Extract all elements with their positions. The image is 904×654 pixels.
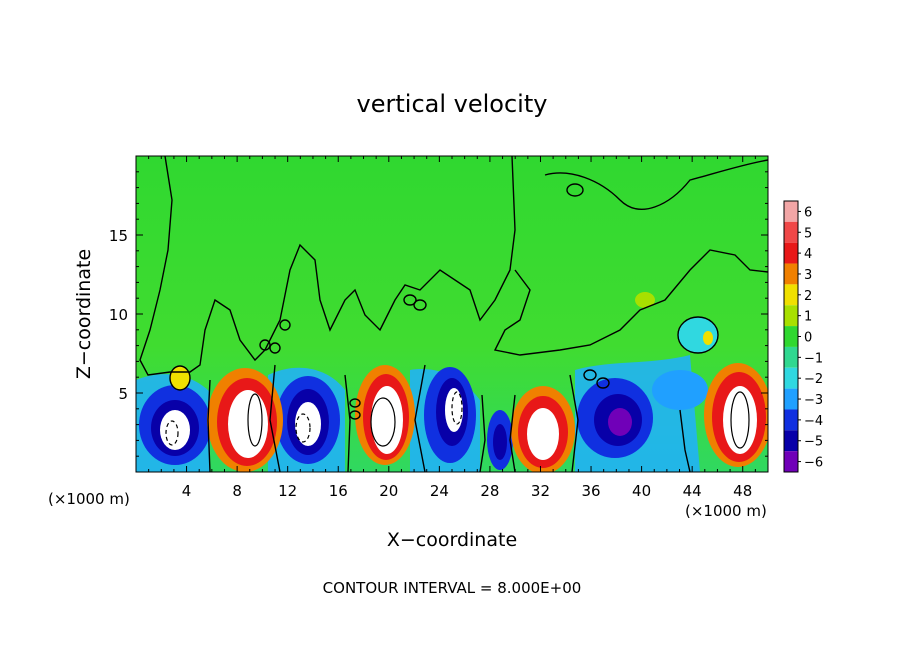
downdraft-core <box>493 424 507 460</box>
x-axis-title: X−coordinate <box>387 529 517 551</box>
zero-contour <box>139 156 516 376</box>
contour-lines <box>139 156 768 472</box>
colorbar-swatch <box>784 263 798 285</box>
colorbar-swatch <box>784 221 798 243</box>
colorbar: 6 5 4 3 2 1 0 −1 −2 −3 −4 −5 −6 <box>783 200 823 473</box>
downdraft-core <box>608 408 632 436</box>
colorbar-swatch <box>784 409 798 431</box>
zero-contour <box>479 394 486 472</box>
x-tick-label: 12 <box>278 482 297 500</box>
zero-contour <box>349 410 361 420</box>
updraft-core <box>723 386 757 454</box>
x-unit-label-right: (×1000 m) <box>685 502 767 520</box>
x-tick-label: 32 <box>531 482 550 500</box>
updraft-core <box>527 408 559 460</box>
negative-contour <box>295 413 311 443</box>
colorbar-label: 4 <box>804 247 812 262</box>
downdraft-core <box>445 388 463 432</box>
colorbar-label: −3 <box>804 393 823 408</box>
colorbar-label: −1 <box>804 351 823 366</box>
x-axis: 4 8 12 16 20 24 28 32 36 40 44 48 <box>148 156 756 500</box>
zero-contour <box>207 379 211 472</box>
zero-contour <box>544 159 768 210</box>
zero-contour <box>169 365 191 391</box>
x-tick-label: 36 <box>581 482 600 500</box>
x-tick-label: 48 <box>733 482 752 500</box>
zero-contour <box>259 339 271 351</box>
colorbar-label: 5 <box>804 226 812 241</box>
plot-area <box>136 156 768 472</box>
negative-contour <box>451 391 463 425</box>
colorbar-swatch <box>784 305 798 327</box>
velocity-field <box>136 292 768 472</box>
x-tick-label: 8 <box>232 482 242 500</box>
zero-contour <box>583 369 597 381</box>
y-tick-label: 10 <box>109 306 128 324</box>
colorbar-label: −6 <box>804 456 823 471</box>
positive-contour <box>247 393 263 447</box>
x-tick-label: 20 <box>379 482 398 500</box>
colorbar-swatch <box>784 284 798 306</box>
colorbar-swatch <box>784 242 798 264</box>
zero-contour <box>509 394 516 472</box>
zero-contour <box>403 294 417 306</box>
zero-contour <box>269 342 281 354</box>
weak-updraft <box>703 331 713 345</box>
positive-contour <box>730 391 750 449</box>
contour-interval-note: CONTOUR INTERVAL = 8.000E+00 <box>323 579 582 597</box>
y-axis-title: Z−coordinate <box>73 249 95 379</box>
colorbar-swatch <box>784 346 798 368</box>
colorbar-swatch <box>784 430 798 452</box>
y-tick-label: 5 <box>118 385 128 403</box>
colorbar-label: −2 <box>804 372 823 387</box>
chart-title: vertical velocity <box>357 90 548 118</box>
zero-contour <box>566 183 584 197</box>
zero-contour <box>269 364 281 472</box>
zero-contour <box>344 374 351 472</box>
x-tick-label: 28 <box>480 482 499 500</box>
zero-contour <box>493 249 768 356</box>
positive-contour <box>370 397 396 447</box>
colorbar-label: 3 <box>804 268 812 283</box>
zero-contour <box>413 299 427 311</box>
zero-contour <box>596 377 610 389</box>
colorbar-label: 6 <box>804 205 812 220</box>
weak-downdraft <box>652 370 708 410</box>
zero-contour <box>677 316 719 354</box>
colorbar-swatch <box>784 451 798 472</box>
y-axis: 5 10 15 <box>109 171 768 457</box>
colorbar-swatch <box>784 201 798 222</box>
colorbar-label: 0 <box>804 331 812 346</box>
x-tick-label: 24 <box>430 482 449 500</box>
colorbar-swatch <box>784 367 798 389</box>
colorbar-swatch <box>784 326 798 347</box>
x-tick-label: 16 <box>329 482 348 500</box>
weak-updraft <box>635 292 655 308</box>
downdraft-core <box>295 402 321 446</box>
core-contours <box>165 391 750 449</box>
colorbar-label: 1 <box>804 310 812 325</box>
negative-contour <box>165 420 179 446</box>
x-tick-label: 44 <box>683 482 702 500</box>
updraft-core <box>371 386 403 454</box>
colorbar-label: 2 <box>804 289 812 304</box>
colorbar-label: −4 <box>804 414 823 429</box>
zero-contour <box>414 364 426 472</box>
y-tick-label: 15 <box>109 227 128 245</box>
zero-contour <box>279 319 291 331</box>
zero-contour <box>569 374 579 472</box>
colorbar-swatch <box>784 388 798 410</box>
x-tick-label: 4 <box>182 482 192 500</box>
zero-contour <box>349 398 361 408</box>
zero-contour <box>679 409 691 472</box>
x-tick-label: 40 <box>632 482 651 500</box>
x-unit-label: (×1000 m) <box>48 490 130 508</box>
colorbar-label: −5 <box>804 435 823 450</box>
downdraft-core <box>160 410 190 450</box>
